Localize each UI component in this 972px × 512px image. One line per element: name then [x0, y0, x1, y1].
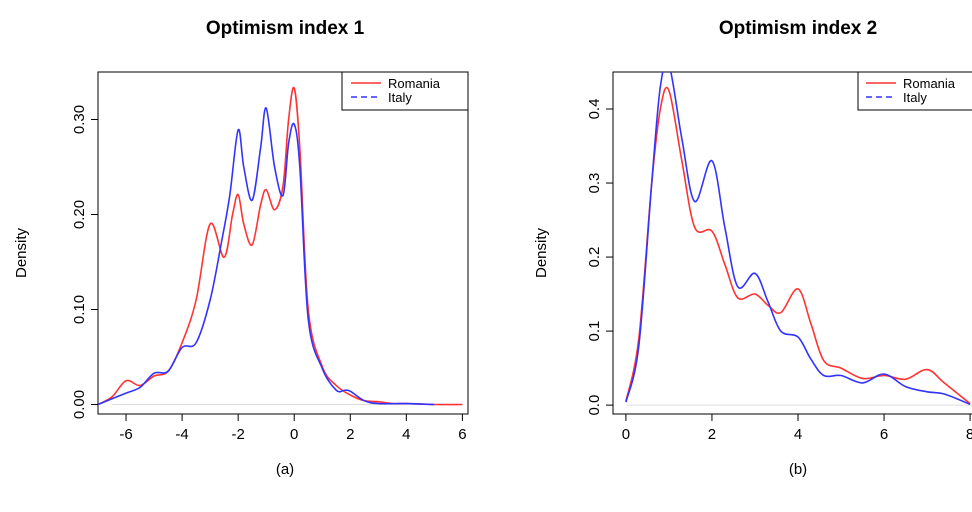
x-tick-label-a: 0 [290, 426, 298, 443]
axes-b: 0 2 4 6 8 0.0 0.1 0.2 0.3 0.4 [586, 99, 972, 443]
legend-b: Romania Italy [857, 71, 972, 111]
y-tick-label-b: 0.1 [586, 321, 603, 342]
caption-a: (a) [276, 461, 294, 478]
y-tick-label-a: 0.00 [71, 390, 88, 419]
y-axis-label-a: Density [13, 227, 30, 278]
series-line-italy-a [98, 107, 435, 406]
y-tick-label-a: 0.20 [71, 200, 88, 229]
y-tick-label-a: 0.30 [71, 105, 88, 134]
plot-frame-b [612, 71, 972, 415]
y-tick-label-b: 0.3 [586, 173, 603, 194]
x-tick-label-a: -4 [175, 426, 188, 443]
x-tick-label-b: 2 [708, 426, 716, 443]
legend-label-italy-b: Italy [903, 90, 927, 105]
series-lines-b [625, 72, 971, 406]
series-lines-a [98, 86, 463, 406]
caption-b: (b) [789, 461, 807, 478]
x-tick-label-b: 0 [622, 426, 630, 443]
chart-panel-b: Optimism index 2 Density (b) 0 2 4 6 8 0.0 0.1… [533, 18, 972, 478]
y-tick-label-b: 0.0 [586, 395, 603, 416]
legend-a: Romania Italy [341, 71, 469, 111]
series-line-romania-b [625, 86, 971, 405]
x-tick-label-b: 4 [794, 426, 802, 443]
legend-box-a [341, 71, 469, 111]
y-tick-label-b: 0.4 [586, 99, 603, 120]
series-line-italy-b [625, 72, 971, 406]
series-line-romania-a [98, 86, 463, 406]
y-tick-label-b: 0.2 [586, 247, 603, 268]
x-tick-label-a: 4 [402, 426, 410, 443]
axes-a: -6 -4 -2 0 2 4 6 0.00 0.10 0.20 0.30 [71, 105, 467, 443]
legend-label-italy-a: Italy [388, 90, 412, 105]
legend-label-romania-a: Romania [388, 76, 441, 91]
x-tick-label-b: 6 [880, 426, 888, 443]
legend-box-b [857, 71, 972, 111]
x-tick-label-b: 8 [966, 426, 972, 443]
chart-panel-a: Optimism index 1 Density (a) -6 -4 -2 0 2 4 6 0… [13, 18, 469, 478]
plot-frame-a [97, 71, 469, 415]
x-tick-label-a: -2 [231, 426, 244, 443]
y-tick-label-a: 0.10 [71, 295, 88, 324]
chart-title-b: Optimism index 2 [719, 18, 877, 39]
chart-title-a: Optimism index 1 [206, 18, 365, 39]
y-axis-label-b: Density [533, 227, 550, 278]
x-tick-label-a: 6 [458, 426, 466, 443]
x-tick-label-a: -6 [119, 426, 132, 443]
legend-label-romania-b: Romania [903, 76, 956, 91]
x-tick-label-a: 2 [346, 426, 354, 443]
